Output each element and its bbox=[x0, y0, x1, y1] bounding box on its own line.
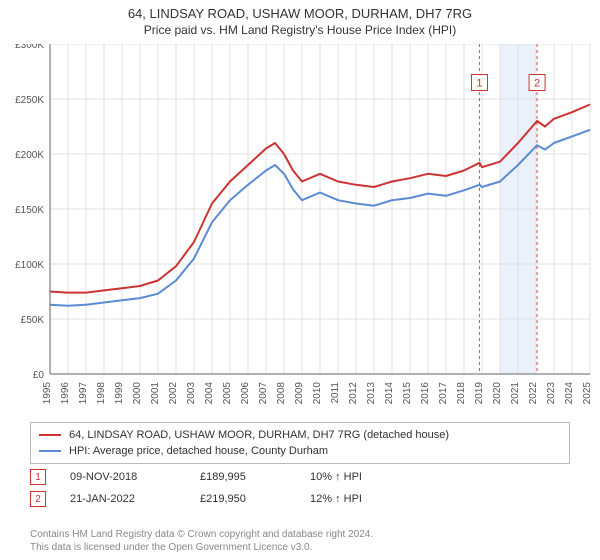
x-tick-label: 1995 bbox=[42, 382, 53, 405]
footer-line1: Contains HM Land Registry data © Crown c… bbox=[30, 528, 373, 541]
price-chart: £0 £50K £100K £150K £200K £250K £300K 1995 1996 1… bbox=[0, 44, 600, 414]
legend-label: HPI: Average price, detached house, Coun… bbox=[69, 445, 328, 457]
x-tick-label: 2010 bbox=[312, 382, 323, 405]
x-tick-label: 2016 bbox=[420, 382, 431, 405]
y-tick-label: £150K bbox=[15, 205, 44, 216]
sale-marker-box: 1 bbox=[30, 469, 46, 485]
marker-label: 2 bbox=[534, 78, 540, 90]
legend-label: 64, LINDSAY ROAD, USHAW MOOR, DURHAM, DH… bbox=[69, 429, 449, 441]
x-tick-label: 2013 bbox=[366, 382, 377, 405]
x-tick-label: 2005 bbox=[222, 382, 233, 405]
y-tick-label: £50K bbox=[21, 315, 45, 326]
y-tick-label: £200K bbox=[15, 150, 44, 161]
x-tick-label: 2025 bbox=[582, 382, 593, 405]
sale-pct: 12% ↑ HPI bbox=[310, 493, 440, 505]
sale-price: £219,950 bbox=[200, 493, 310, 505]
x-tick-label: 2004 bbox=[204, 382, 215, 405]
x-tick-label: 2002 bbox=[168, 382, 179, 405]
sale-row: 1 09-NOV-2018£189,99510% ↑ HPI bbox=[30, 466, 440, 488]
sale-pct: 10% ↑ HPI bbox=[310, 471, 440, 483]
legend: 64, LINDSAY ROAD, USHAW MOOR, DURHAM, DH… bbox=[30, 422, 570, 464]
legend-swatch bbox=[39, 450, 61, 452]
legend-row: 64, LINDSAY ROAD, USHAW MOOR, DURHAM, DH… bbox=[39, 427, 561, 443]
x-tick-label: 2012 bbox=[348, 382, 359, 405]
x-tick-label: 2011 bbox=[330, 382, 341, 404]
y-tick-label: £100K bbox=[15, 260, 44, 271]
x-tick-label: 2021 bbox=[510, 382, 521, 405]
x-tick-label: 2014 bbox=[384, 382, 395, 405]
sale-date: 09-NOV-2018 bbox=[70, 471, 200, 483]
x-tick-label: 1998 bbox=[96, 382, 107, 405]
sale-price: £189,995 bbox=[200, 471, 310, 483]
chart-subtitle: Price paid vs. HM Land Registry's House … bbox=[0, 23, 600, 37]
x-tick-label: 1996 bbox=[60, 382, 71, 405]
x-tick-label: 2023 bbox=[546, 382, 557, 405]
x-tick-label: 2009 bbox=[294, 382, 305, 405]
chart-title: 64, LINDSAY ROAD, USHAW MOOR, DURHAM, DH… bbox=[0, 6, 600, 21]
x-tick-label: 2006 bbox=[240, 382, 251, 405]
x-tick-label: 2017 bbox=[438, 382, 449, 405]
footer-line2: This data is licensed under the Open Gov… bbox=[30, 541, 373, 554]
legend-row: HPI: Average price, detached house, Coun… bbox=[39, 443, 561, 459]
x-tick-label: 2018 bbox=[456, 382, 467, 405]
sales-table: 1 09-NOV-2018£189,99510% ↑ HPI 2 21-JAN-202… bbox=[30, 466, 440, 510]
x-tick-label: 2007 bbox=[258, 382, 269, 405]
x-tick-label: 2008 bbox=[276, 382, 287, 405]
footer-text: Contains HM Land Registry data © Crown c… bbox=[30, 528, 373, 554]
y-tick-label: £250K bbox=[15, 95, 44, 106]
x-tick-label: 2024 bbox=[564, 382, 575, 405]
x-tick-label: 2003 bbox=[186, 382, 197, 405]
x-tick-label: 2022 bbox=[528, 382, 539, 405]
x-tick-label: 2001 bbox=[150, 382, 161, 405]
x-tick-label: 2020 bbox=[492, 382, 503, 405]
x-tick-label: 1999 bbox=[114, 382, 125, 405]
x-tick-label: 2015 bbox=[402, 382, 413, 405]
legend-swatch bbox=[39, 434, 61, 436]
marker-label: 1 bbox=[476, 78, 482, 90]
sale-marker-box: 2 bbox=[30, 491, 46, 507]
x-tick-label: 1997 bbox=[78, 382, 89, 405]
x-tick-label: 2019 bbox=[474, 382, 485, 405]
sale-row: 2 21-JAN-2022£219,95012% ↑ HPI bbox=[30, 488, 440, 510]
sale-date: 21-JAN-2022 bbox=[70, 493, 200, 505]
y-tick-label: £0 bbox=[33, 370, 45, 381]
y-tick-label: £300K bbox=[15, 44, 44, 51]
x-tick-label: 2000 bbox=[132, 382, 143, 405]
